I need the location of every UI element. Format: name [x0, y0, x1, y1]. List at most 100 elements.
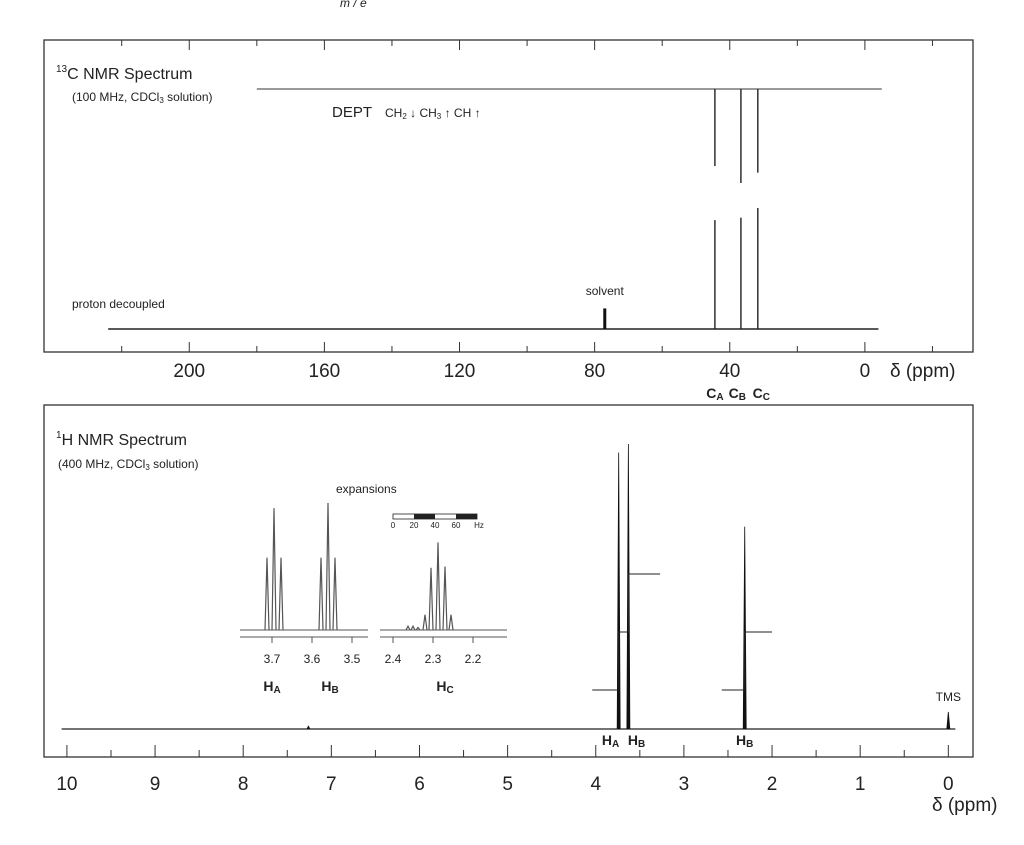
- subtitle-part: solution): [150, 457, 199, 471]
- inset-label: HA: [263, 678, 280, 696]
- inset-tick-label: 2.2: [465, 652, 482, 666]
- label-sub: A: [716, 392, 723, 403]
- inset-peak: [405, 624, 411, 631]
- x-tick-label: 120: [444, 361, 476, 382]
- dept-label: DEPT: [332, 104, 372, 121]
- inset-tick-label: 3.6: [304, 652, 321, 666]
- peak: [616, 452, 621, 730]
- peak: [306, 725, 311, 730]
- inset-tick-label: 2.3: [425, 652, 442, 666]
- scale-bar-segment: [456, 514, 477, 519]
- peak-label: CB: [729, 385, 746, 403]
- expansions-label: expansions: [336, 482, 397, 496]
- dept-legend: CH2 ↓ CH3 ↑ CH ↑: [385, 106, 481, 121]
- integral-curve: [721, 631, 773, 691]
- label-sub: B: [638, 739, 645, 750]
- x-tick-label: 6: [414, 774, 425, 795]
- label-sub: C: [763, 392, 770, 403]
- scale-unit: Hz: [474, 521, 484, 530]
- x-tick-label: 80: [584, 361, 605, 382]
- x-tick-label: 9: [150, 774, 161, 795]
- inset-label: HC: [436, 678, 453, 696]
- inset-peak: [428, 567, 434, 631]
- scale-tick-label: 0: [391, 521, 396, 530]
- panel-title: 1H NMR Spectrum: [56, 430, 187, 450]
- x-tick-label: 10: [56, 774, 77, 795]
- title-sup: 13: [56, 64, 68, 75]
- subtitle-part: (400 MHz, CDCl: [58, 457, 145, 471]
- panel-title: 13C NMR Spectrum: [56, 64, 192, 84]
- x-axis-label: δ (ppm): [890, 361, 955, 382]
- label-main: H: [736, 732, 746, 748]
- title-text: C NMR Spectrum: [67, 66, 192, 83]
- panel-frame: [43, 39, 974, 353]
- x-tick-label: 200: [173, 361, 205, 382]
- label-main: C: [753, 385, 763, 401]
- peak-label: HB: [628, 732, 645, 750]
- trace-label: proton decoupled: [72, 297, 165, 311]
- legend-sub: 3: [437, 112, 442, 121]
- title-sup: 1: [56, 430, 62, 441]
- peak-label: HA: [602, 732, 619, 750]
- inset-tick-label: 3.7: [264, 652, 281, 666]
- subtitle-sub: 3: [159, 96, 164, 105]
- x-tick-label: 4: [590, 774, 601, 795]
- inset-peak: [318, 557, 324, 631]
- inset-peak: [332, 557, 338, 631]
- label-sub: B: [739, 392, 746, 403]
- subtitle-part: (100 MHz, CDCl: [72, 90, 159, 104]
- peak-label: TMS: [936, 690, 961, 704]
- legend-part: ↓ CH: [407, 106, 437, 120]
- x-tick-label: 160: [309, 361, 341, 382]
- inset-peak: [271, 508, 277, 631]
- inset-peak: [422, 614, 428, 631]
- x-tick-label: 0: [943, 774, 954, 795]
- solvent-peak: [603, 308, 607, 329]
- x-tick-label: 1: [855, 774, 866, 795]
- label-main: C: [706, 385, 716, 401]
- inset-tick-label: 3.5: [344, 652, 361, 666]
- x-tick-label: 2: [767, 774, 778, 795]
- x-tick-label: 5: [502, 774, 513, 795]
- peak: [946, 711, 951, 730]
- label-sub: B: [746, 739, 753, 750]
- title-text: H NMR Spectrum: [62, 432, 187, 449]
- label-sub: A: [273, 685, 280, 696]
- x-tick-label: 8: [238, 774, 249, 795]
- inset-peak: [278, 557, 284, 631]
- label-sub: B: [331, 685, 338, 696]
- inset-peak: [264, 557, 270, 631]
- inset-label: HB: [321, 678, 338, 696]
- x-tick-label: 0: [860, 361, 871, 382]
- legend-part: CH: [385, 106, 402, 120]
- label-main: C: [729, 385, 739, 401]
- scale-tick-label: 60: [452, 521, 461, 530]
- top-label: m / e: [340, 0, 367, 10]
- label-sub: A: [612, 739, 619, 750]
- legend-sub: 2: [402, 112, 407, 121]
- label-main: H: [602, 732, 612, 748]
- x-tick-label: 3: [679, 774, 690, 795]
- inset-peak: [448, 614, 454, 631]
- inset-peak: [410, 624, 416, 631]
- peak-label: CA: [706, 385, 723, 403]
- inset-peak: [435, 542, 441, 631]
- x-axis-label: δ (ppm): [932, 795, 997, 816]
- scale-tick-label: 20: [410, 521, 419, 530]
- label-sub: C: [446, 685, 453, 696]
- solvent-label: solvent: [586, 284, 625, 298]
- x-tick-label: 7: [326, 774, 337, 795]
- subtitle-sub: 3: [145, 463, 150, 472]
- legend-part: ↑ CH ↑: [441, 106, 480, 120]
- inset-peak: [442, 566, 448, 631]
- inset-peak: [325, 502, 331, 631]
- peak: [742, 526, 747, 730]
- label-main: H: [436, 678, 446, 694]
- inset-peak: [415, 626, 421, 631]
- x-tick-label: 40: [719, 361, 740, 382]
- label-main: H: [263, 678, 273, 694]
- peak-label: CC: [753, 385, 770, 403]
- integral-curve: [592, 573, 661, 691]
